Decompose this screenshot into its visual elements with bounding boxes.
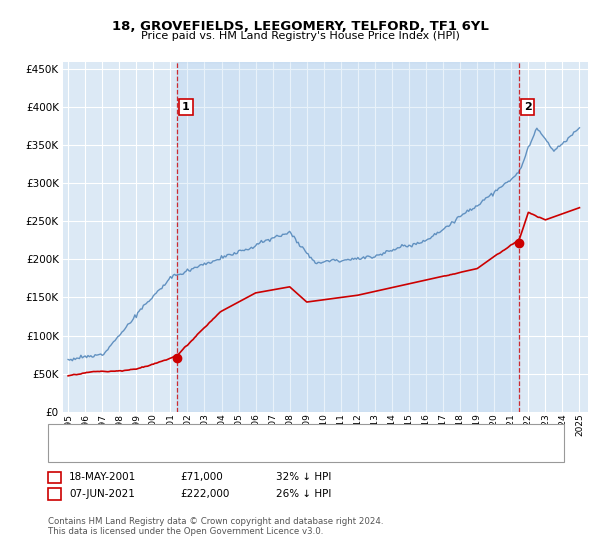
Text: 26% ↓ HPI: 26% ↓ HPI (276, 489, 331, 499)
Text: Contains HM Land Registry data © Crown copyright and database right 2024.: Contains HM Land Registry data © Crown c… (48, 517, 383, 526)
Text: 2: 2 (524, 102, 532, 112)
Text: 1: 1 (51, 472, 58, 482)
Text: This data is licensed under the Open Government Licence v3.0.: This data is licensed under the Open Gov… (48, 528, 323, 536)
Text: 32% ↓ HPI: 32% ↓ HPI (276, 472, 331, 482)
Text: 1: 1 (182, 102, 190, 112)
Text: 07-JUN-2021: 07-JUN-2021 (69, 489, 135, 499)
Text: £71,000: £71,000 (180, 472, 223, 482)
Text: HPI: Average price, detached house, Telford and Wrekin: HPI: Average price, detached house, Telf… (85, 446, 362, 456)
Text: 2: 2 (51, 489, 58, 499)
Text: 18, GROVEFIELDS, LEEGOMERY, TELFORD, TF1 6YL: 18, GROVEFIELDS, LEEGOMERY, TELFORD, TF1… (112, 20, 488, 32)
Bar (177, 62, 519, 412)
Text: Price paid vs. HM Land Registry's House Price Index (HPI): Price paid vs. HM Land Registry's House … (140, 31, 460, 41)
Text: 18, GROVEFIELDS, LEEGOMERY, TELFORD, TF1 6YL (detached house): 18, GROVEFIELDS, LEEGOMERY, TELFORD, TF1… (85, 430, 429, 440)
Text: 18-MAY-2001: 18-MAY-2001 (69, 472, 136, 482)
Text: £222,000: £222,000 (180, 489, 229, 499)
